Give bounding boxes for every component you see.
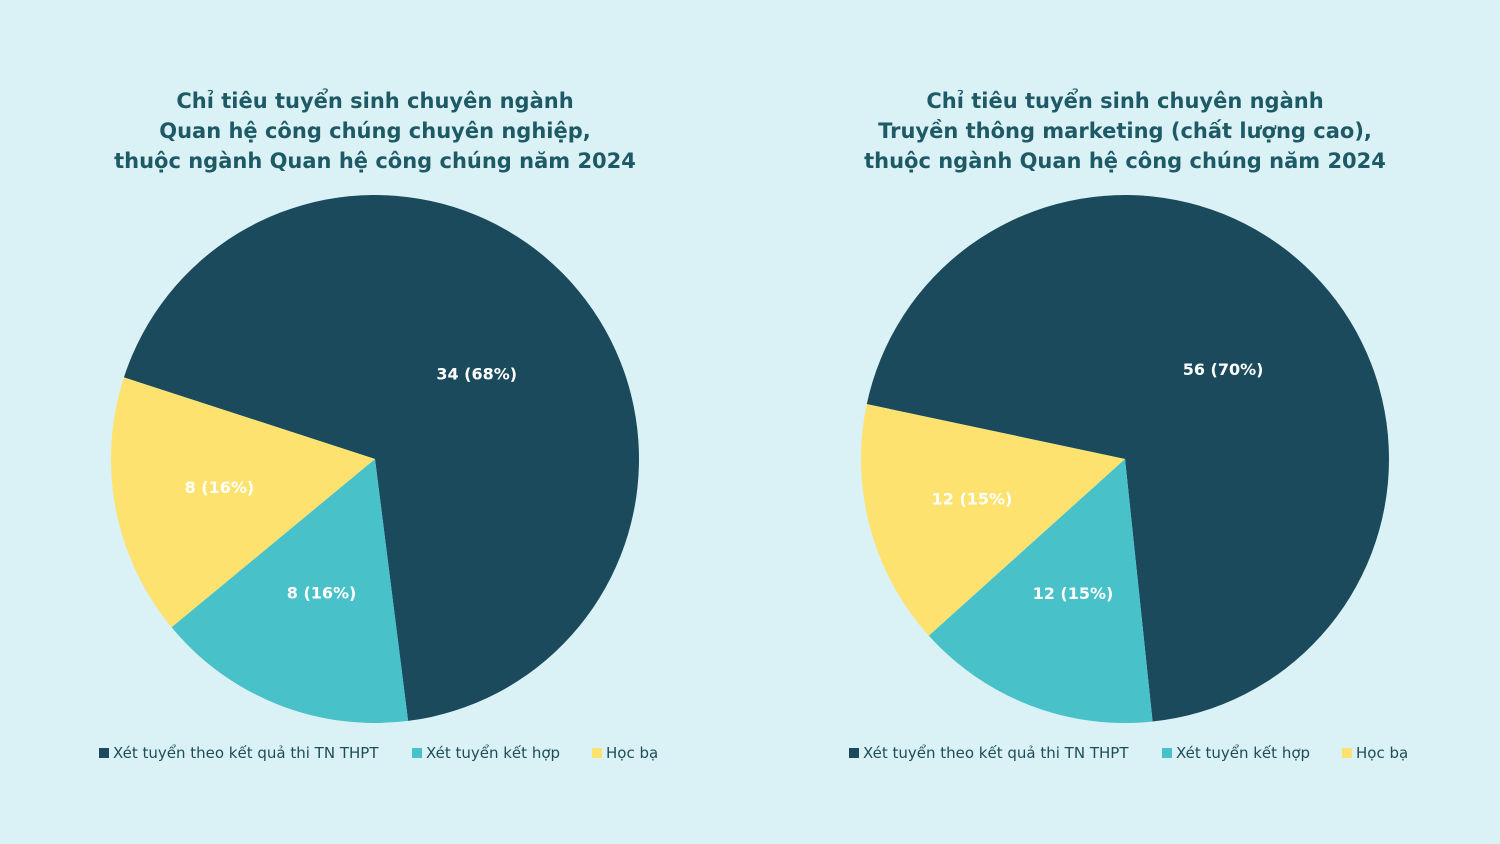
legend-label: Xét tuyển theo kết quả thi TN THPT [863,744,1129,762]
pie-label-thpt: 56 (70%) [1183,360,1264,379]
legend-swatch [849,748,859,758]
pie-label-thpt: 34 (68%) [436,364,517,383]
legend-swatch [99,748,109,758]
pie-slice-ket-hop [171,459,409,723]
legend-item-ket-hop: Xét tuyển kết hợp [1162,744,1310,762]
legend-item-hoc-ba: Học bạ [1342,744,1408,762]
pie-label-ket-hop: 12 (15%) [1033,584,1114,603]
legend-swatch [1162,748,1172,758]
chart-title-line: Chỉ tiêu tuyển sinh chuyên ngành [176,89,574,113]
chart-panel-left: Chỉ tiêu tuyển sinh chuyên ngành Quan hệ… [0,86,750,766]
pie-chart: 34 (68%) 8 (16%) 8 (16%) [111,194,639,723]
chart-title-line: Quan hệ công chúng chuyên nghiệp, [159,119,591,143]
legend-swatch [1342,748,1352,758]
pie-slice-hoc-ba [111,377,375,628]
chart-legend: Xét tuyển theo kết quả thi TN THPT Xét t… [750,744,1500,766]
legend-label: Xét tuyển kết hợp [1176,744,1311,762]
pie-slice-ket-hop [928,459,1153,723]
pie-slice-hoc-ba [861,404,1125,636]
legend-label: Học bạ [606,744,659,762]
chart-panel-right: Chỉ tiêu tuyển sinh chuyên ngành Truyền … [750,0,1500,844]
pie-label-hoc-ba: 12 (15%) [932,489,1013,508]
pie-slice-thpt [123,194,639,721]
legend-label: Xét tuyển theo kết quả thi TN THPT [113,744,379,762]
legend-swatch [412,748,422,758]
chart-title-line: Chỉ tiêu tuyển sinh chuyên ngành [926,89,1324,113]
legend-label: Học bạ [1356,744,1409,762]
legend-item-thpt: Xét tuyển theo kết quả thi TN THPT [99,744,379,762]
legend-item-hoc-ba: Học bạ [592,744,658,762]
chart-title: Chỉ tiêu tuyển sinh chuyên ngành Truyền … [750,86,1500,176]
chart-title: Chỉ tiêu tuyển sinh chuyên ngành Quan hệ… [0,86,750,176]
pie-chart: 56 (70%) 12 (15%) 12 (15%) [861,195,1389,723]
chart-title-line: Truyền thông marketing (chất lượng cao), [878,119,1372,143]
legend-item-thpt: Xét tuyển theo kết quả thi TN THPT [849,744,1129,762]
legend-label: Xét tuyển kết hợp [426,744,561,762]
chart-title-line: thuộc ngành Quan hệ công chúng năm 2024 [864,149,1386,173]
chart-legend: Xét tuyển theo kết quả thi TN THPT Xét t… [0,744,750,766]
pie-label-hoc-ba: 8 (16%) [185,478,255,497]
legend-swatch [592,748,602,758]
chart-title-line: thuộc ngành Quan hệ công chúng năm 2024 [114,149,636,173]
pie-label-ket-hop: 8 (16%) [287,584,357,603]
pie-slice-thpt [866,195,1389,722]
legend-item-ket-hop: Xét tuyển kết hợp [412,744,560,762]
